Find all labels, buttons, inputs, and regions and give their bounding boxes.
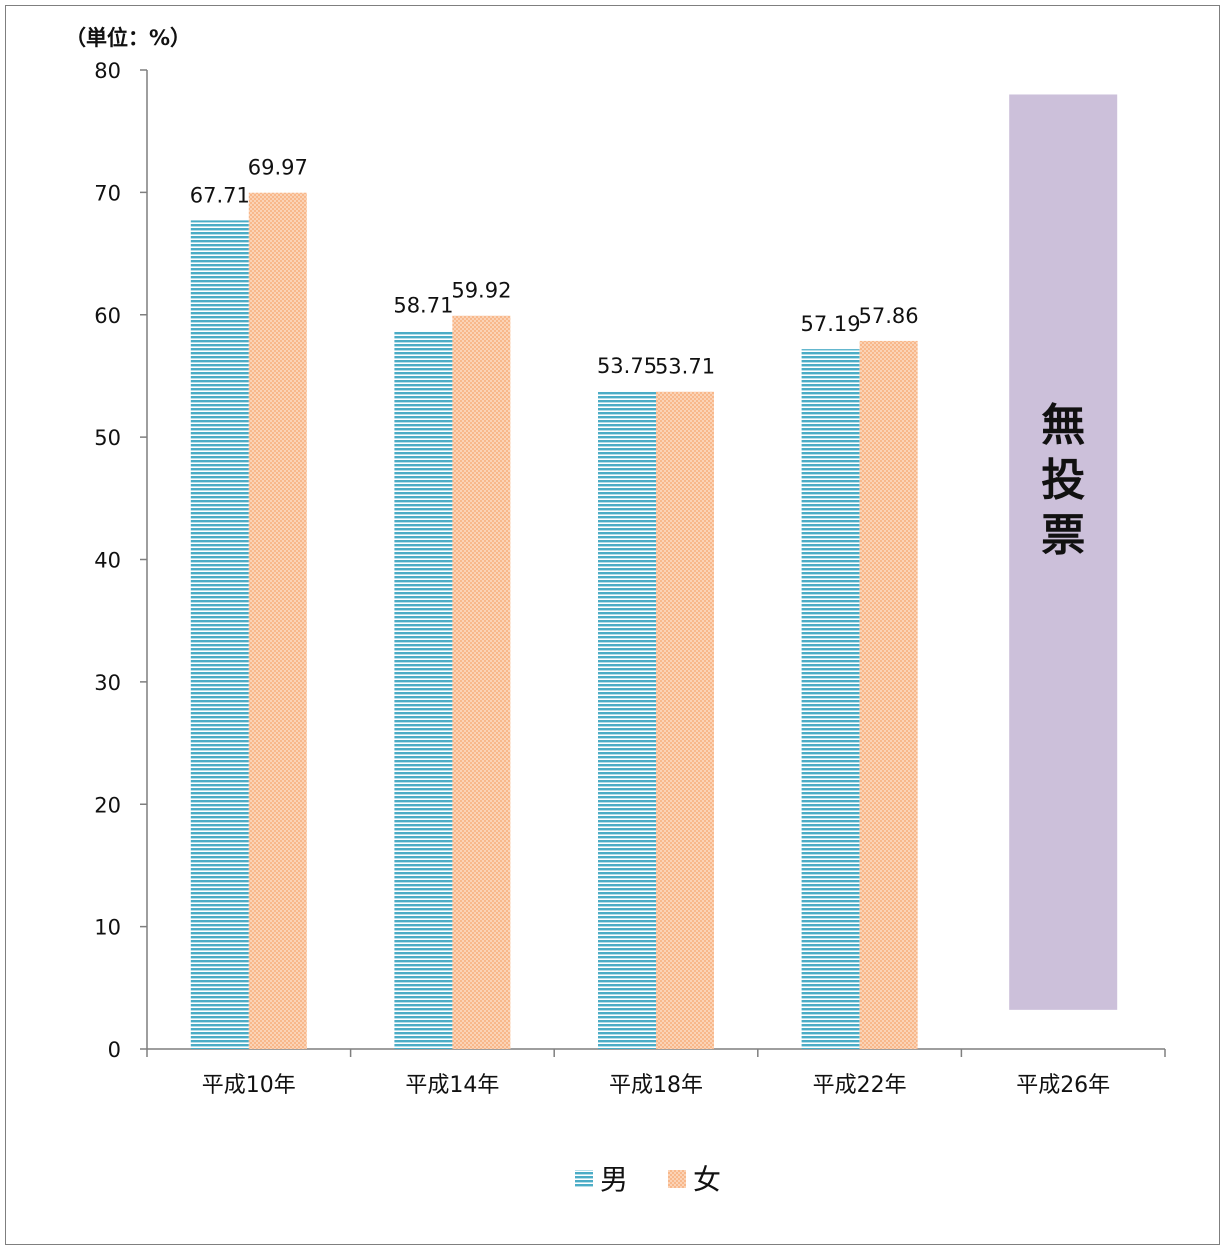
bar-male — [801, 349, 860, 1049]
y-tick-label: 10 — [94, 916, 121, 940]
legend-male-label: 男 — [600, 1163, 628, 1196]
unit-label: （単位：%） — [65, 26, 191, 50]
no-vote-label: 無投票 — [1041, 400, 1085, 561]
data-label: 53.71 — [655, 355, 715, 379]
data-label: 57.86 — [859, 304, 919, 328]
y-tick-label: 0 — [108, 1038, 121, 1062]
bar-female — [656, 391, 714, 1049]
data-label: 67.71 — [190, 183, 250, 207]
legend-female-label: 女 — [693, 1163, 721, 1196]
data-label: 69.97 — [248, 156, 308, 180]
legend-male-swatch — [575, 1170, 593, 1188]
bar-male — [190, 220, 249, 1050]
bar-female — [859, 340, 918, 1050]
bars — [190, 192, 918, 1050]
bar-male — [394, 330, 453, 1049]
y-tick-label: 40 — [94, 549, 121, 573]
x-category-label: 平成22年 — [813, 1073, 907, 1098]
axes: 0 10 20 30 40 50 60 70 80 平成10年 平成14年 平成18年 平成22年 平成2… — [94, 59, 1166, 1098]
data-label: 58.71 — [393, 294, 453, 318]
no-vote-box — [1009, 94, 1118, 1010]
y-tick-label: 30 — [94, 671, 121, 695]
bar-female — [452, 315, 511, 1049]
y-tick-label: 70 — [94, 181, 121, 205]
data-label: 57.19 — [801, 312, 861, 336]
x-category-label: 平成18年 — [609, 1073, 703, 1098]
y-tick-label: 50 — [94, 426, 121, 450]
y-tick-label: 60 — [94, 304, 121, 328]
legend-female-swatch — [668, 1170, 686, 1188]
y-tick-label: 20 — [94, 793, 121, 817]
legend: 男 女 — [575, 1163, 721, 1196]
data-label: 59.92 — [451, 279, 511, 303]
value-labels: 67.71 58.71 53.75 57.19 69.97 59.92 53.71 57.86 — [190, 156, 919, 379]
data-label: 53.75 — [597, 354, 657, 378]
y-tick-label: 80 — [94, 59, 121, 83]
x-category-label: 平成14年 — [405, 1073, 499, 1098]
no-vote-group: 無投票 — [1009, 94, 1118, 1010]
x-category-label: 平成26年 — [1016, 1073, 1110, 1098]
x-category-label: 平成10年 — [202, 1073, 296, 1098]
bar-female — [248, 192, 307, 1049]
bar-male — [598, 391, 656, 1049]
